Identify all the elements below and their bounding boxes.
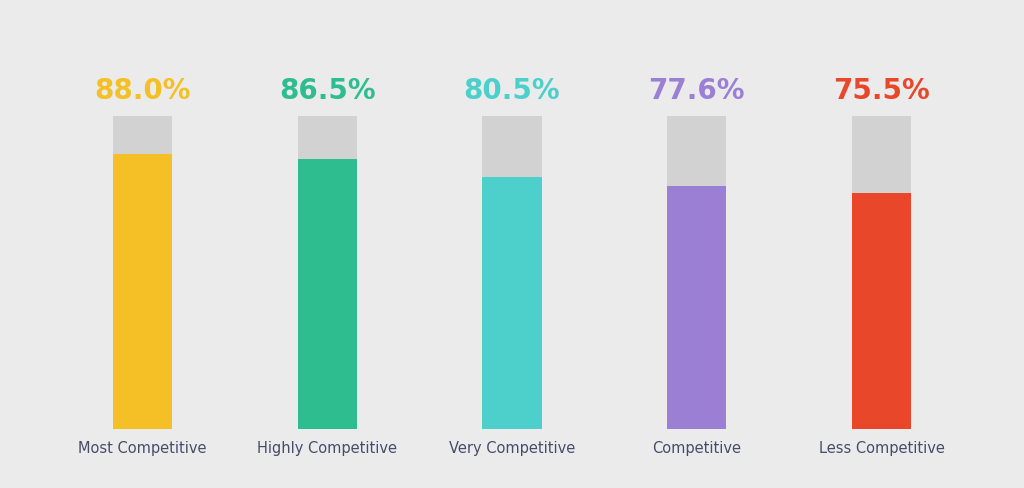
Bar: [113, 155, 172, 429]
Text: 75.5%: 75.5%: [834, 77, 930, 104]
Bar: [113, 117, 172, 429]
Bar: [298, 159, 356, 429]
Bar: [482, 178, 542, 429]
Text: 77.6%: 77.6%: [648, 77, 745, 104]
Bar: [298, 117, 356, 429]
Bar: [668, 117, 726, 429]
Bar: [482, 117, 542, 429]
Text: 80.5%: 80.5%: [464, 77, 560, 104]
Bar: [852, 194, 911, 429]
Bar: [852, 117, 911, 429]
Bar: [668, 187, 726, 429]
Text: 86.5%: 86.5%: [279, 77, 376, 104]
Text: 88.0%: 88.0%: [94, 77, 190, 104]
